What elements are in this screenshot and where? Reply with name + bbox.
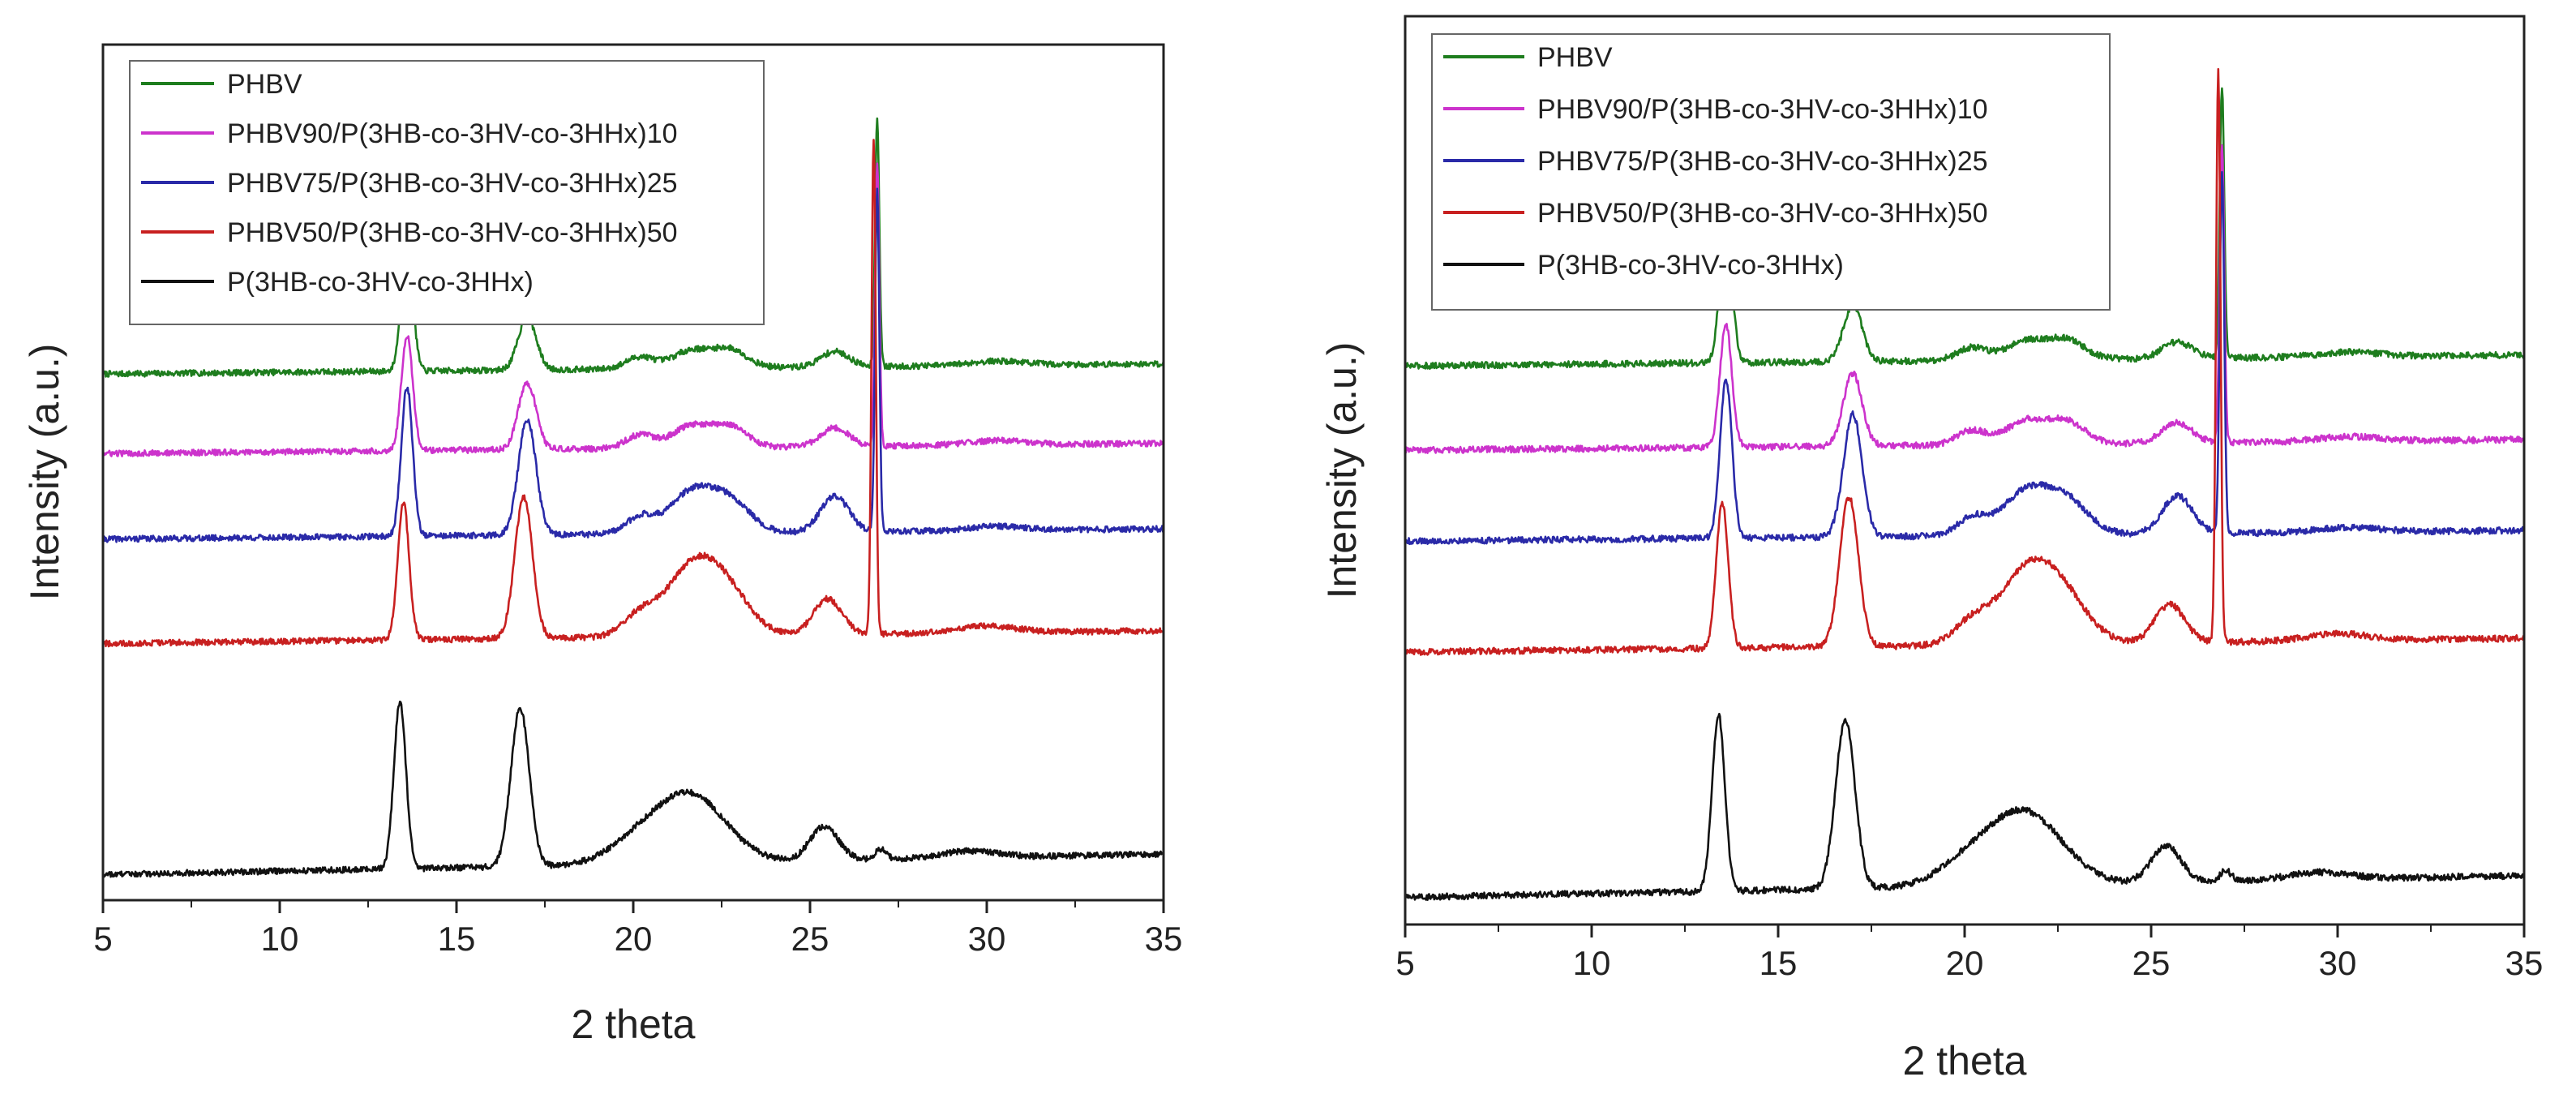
legend-label: PHBV50/P(3HB-co-3HV-co-3HHx)50 (1537, 198, 1988, 229)
series-line (1404, 144, 2526, 454)
series-layer (1404, 67, 2526, 901)
legend-box (129, 60, 765, 325)
legend-label: PHBV75/P(3HB-co-3HV-co-3HHx)25 (227, 168, 678, 199)
y-axis-title: Intensity (a.u.) (22, 344, 67, 601)
series-line (1404, 67, 2525, 656)
x-tick-label: 25 (2132, 944, 2171, 982)
x-tick-label: 10 (261, 920, 299, 958)
legend-box (1431, 33, 2111, 311)
x-tick-label: 20 (615, 920, 653, 958)
series-line (101, 187, 1164, 543)
legend-label: PHBV50/P(3HB-co-3HV-co-3HHx)50 (227, 217, 678, 248)
x-tick-label: 30 (2319, 944, 2357, 982)
series-line (1404, 170, 2526, 546)
x-tick-label: 35 (1145, 920, 1183, 958)
series-line (1404, 87, 2526, 371)
series-layer (101, 117, 1165, 878)
x-tick-label: 35 (2505, 944, 2544, 982)
x-tick-label: 30 (968, 920, 1006, 958)
legend: PHBV PHBV90/P(3HB-co-3HV-co-3HHx)10 PHBV75… (1431, 33, 2111, 311)
x-tick-label: 5 (93, 920, 112, 958)
legend-label: PHBV (1537, 42, 1613, 73)
legend-label: P(3HB-co-3HV-co-3HHx) (227, 267, 534, 298)
x-tick-label: 15 (1759, 944, 1798, 982)
series-line (101, 700, 1165, 878)
chart-left: 5 10 15 20 25 30 35 2 theta Intensity (a.u.) P… (22, 43, 1182, 1047)
legend-label: PHBV90/P(3HB-co-3HV-co-3HHx)10 (1537, 94, 1988, 125)
series-line (101, 162, 1165, 457)
x-ticks: 5 10 15 20 25 30 35 (93, 900, 1182, 958)
legend-label: PHBV75/P(3HB-co-3HV-co-3HHx)25 (1537, 146, 1988, 177)
legend-label: P(3HB-co-3HV-co-3HHx) (1537, 250, 1844, 281)
x-axis-title: 2 theta (1903, 1038, 2027, 1083)
legend: PHBV PHBV90/P(3HB-co-3HV-co-3HHx)10 PHBV75… (129, 60, 765, 325)
x-tick-label: 10 (1573, 944, 1611, 982)
x-tick-label: 25 (791, 920, 829, 958)
x-tick-label: 15 (438, 920, 476, 958)
x-tick-label: 20 (1946, 944, 1984, 982)
series-line (101, 139, 1164, 648)
legend-label: PHBV90/P(3HB-co-3HV-co-3HHx)10 (227, 118, 678, 149)
x-axis-title: 2 theta (572, 1002, 696, 1047)
series-line (1404, 712, 2526, 901)
y-axis-title: Intensity (a.u.) (1319, 342, 1365, 599)
series-line (101, 117, 1165, 378)
legend-label: PHBV (227, 69, 302, 100)
x-tick-label: 5 (1395, 944, 1414, 982)
chart-right: 5 10 15 20 25 30 35 2 theta Intensity (a.u.) P… (1319, 15, 2543, 1083)
x-ticks: 5 10 15 20 25 30 35 (1395, 925, 2543, 982)
